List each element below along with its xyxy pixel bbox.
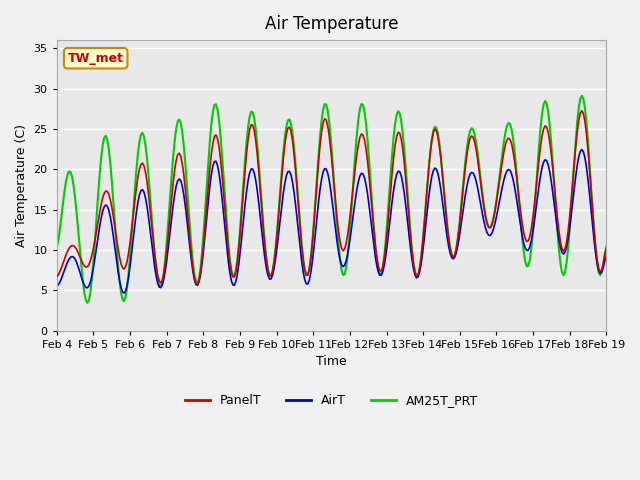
- AM25T_PRT: [295, 203, 303, 208]
- Y-axis label: Air Temperature (C): Air Temperature (C): [15, 124, 28, 247]
- PanelT: [246, 127, 253, 132]
- PanelT: [578, 108, 586, 114]
- AM25T_PRT: [122, 294, 129, 300]
- Text: TW_met: TW_met: [68, 52, 124, 65]
- AirT: [218, 195, 226, 201]
- PanelT: [573, 129, 581, 134]
- PanelT: [120, 266, 128, 272]
- PanelT: [218, 172, 226, 178]
- PanelT: [602, 246, 610, 252]
- AM25T_PRT: [573, 119, 581, 124]
- X-axis label: Time: Time: [316, 355, 347, 369]
- AirT: [573, 162, 581, 168]
- AM25T_PRT: [83, 300, 91, 306]
- PanelT: [295, 206, 303, 212]
- AirT: [53, 284, 61, 289]
- AirT: [578, 147, 586, 153]
- PanelT: [237, 227, 244, 233]
- AirT: [602, 253, 610, 259]
- AirT: [122, 288, 129, 294]
- AirT: [120, 290, 128, 296]
- Line: AM25T_PRT: AM25T_PRT: [57, 96, 606, 303]
- PanelT: [194, 282, 202, 288]
- Title: Air Temperature: Air Temperature: [265, 15, 398, 33]
- AM25T_PRT: [237, 222, 244, 228]
- Line: PanelT: PanelT: [57, 111, 606, 285]
- AM25T_PRT: [246, 114, 253, 120]
- AM25T_PRT: [578, 93, 586, 99]
- AirT: [237, 247, 244, 253]
- Legend: PanelT, AirT, AM25T_PRT: PanelT, AirT, AM25T_PRT: [180, 389, 483, 412]
- Line: AirT: AirT: [57, 150, 606, 293]
- AM25T_PRT: [53, 244, 61, 250]
- AM25T_PRT: [218, 153, 226, 158]
- AM25T_PRT: [602, 244, 610, 250]
- AirT: [246, 170, 253, 176]
- AirT: [295, 231, 303, 237]
- PanelT: [53, 274, 61, 279]
